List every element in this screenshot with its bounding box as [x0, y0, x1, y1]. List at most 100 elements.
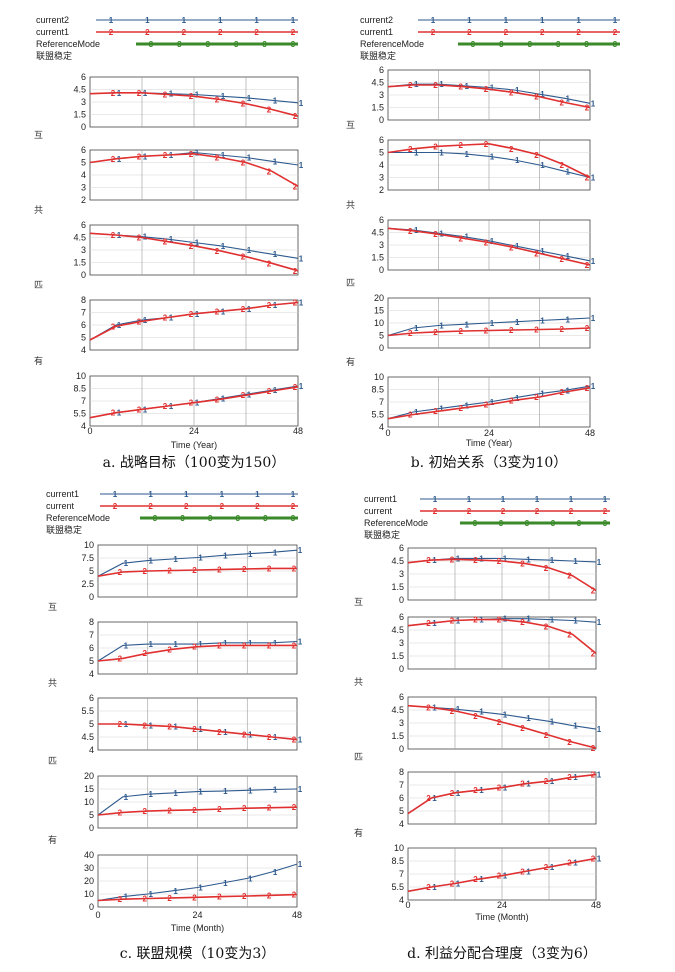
data-point-marker: 1 — [566, 94, 571, 103]
side-label: 有 — [346, 356, 355, 368]
y-tick-label: 5 — [89, 810, 94, 820]
side-label: 匹 — [48, 756, 57, 767]
panel-caption: a. 战略目标（100变为150） — [103, 455, 286, 471]
data-point-marker: 2 — [484, 401, 489, 410]
y-tick-label: 4.5 — [73, 233, 86, 243]
legend-label-current: current — [364, 506, 393, 516]
data-point-marker: 2 — [292, 641, 297, 650]
x-tick-label: 24 — [497, 900, 507, 910]
data-point-marker: 2 — [544, 564, 549, 573]
series-line-current — [407, 704, 597, 749]
data-point-marker: 2 — [267, 564, 272, 573]
data-point-marker: 1 — [550, 556, 555, 565]
data-point-marker: 2 — [167, 645, 172, 654]
y-tick-label: 1.5 — [371, 103, 384, 113]
data-point-marker: 1 — [273, 786, 278, 795]
y-tick-label: 5 — [81, 333, 86, 343]
data-point-marker: 1 — [173, 555, 178, 564]
data-point-marker: 1 — [597, 618, 602, 627]
data-point-marker: 2 — [293, 267, 298, 276]
data-point-marker: 2 — [241, 391, 246, 400]
y-tick-label: 7 — [399, 780, 404, 790]
data-point-marker: 1 — [298, 860, 303, 869]
data-point-marker: 1 — [540, 247, 545, 256]
data-point-marker: 2 — [473, 786, 478, 795]
data-point-marker: 2 — [241, 305, 246, 314]
data-point-marker: 2 — [189, 399, 194, 408]
data-point-marker: 2 — [534, 151, 539, 160]
y-tick-label: 6 — [379, 215, 384, 225]
data-point-marker: 2 — [484, 327, 489, 336]
y-tick-label: 2 — [379, 185, 384, 195]
data-point-marker: 2 — [137, 234, 142, 243]
data-point-marker: 2 — [459, 404, 464, 413]
legend-marker: 3 — [149, 40, 154, 49]
y-tick-label: 4.5 — [73, 85, 86, 95]
legend-marker: 1 — [254, 16, 259, 25]
legend-marker: 1 — [467, 16, 472, 25]
data-point-marker: 1 — [550, 717, 555, 726]
y-tick-label: 1.5 — [391, 731, 404, 741]
data-point-marker: 2 — [534, 326, 539, 335]
data-point-marker: 2 — [560, 388, 565, 397]
data-point-marker: 1 — [195, 399, 200, 408]
data-point-marker: 1 — [248, 874, 253, 883]
data-point-marker: 2 — [242, 804, 247, 813]
legend-marker: 2 — [501, 507, 506, 516]
y-tick-label: 5.5 — [81, 706, 94, 716]
y-tick-label: 10 — [84, 889, 94, 899]
legend-label-current1: current1 — [364, 494, 397, 504]
data-point-marker: 1 — [195, 91, 200, 100]
data-point-marker: 2 — [111, 409, 116, 418]
side-label: 共 — [48, 678, 57, 689]
data-point-marker: 2 — [293, 112, 298, 121]
data-point-marker: 1 — [490, 237, 495, 246]
panel-caption: b. 初始关系（3变为10） — [411, 454, 568, 471]
legend-marker: 3 — [577, 519, 582, 528]
legend-marker: 1 — [291, 490, 296, 499]
data-point-marker: 2 — [163, 151, 168, 160]
data-point-marker: 1 — [540, 317, 545, 326]
data-point-marker: 2 — [520, 867, 525, 876]
data-point-marker: 2 — [433, 328, 438, 337]
legend-marker: 2 — [291, 28, 296, 37]
y-tick-label: 3 — [399, 638, 404, 648]
x-axis-label: Time (Month) — [475, 912, 528, 922]
data-point-marker: 1 — [573, 616, 578, 625]
data-point-marker: 2 — [473, 556, 478, 565]
data-point-marker: 2 — [509, 326, 514, 335]
y-tick-label: 0 — [89, 592, 94, 602]
y-tick-label: 10 — [84, 797, 94, 807]
data-point-marker: 2 — [450, 789, 455, 798]
y-tick-label: 3 — [81, 97, 86, 107]
data-point-marker: 1 — [117, 409, 122, 418]
data-point-marker: 1 — [273, 250, 278, 259]
data-point-marker: 1 — [298, 546, 303, 555]
y-tick-label: 6 — [399, 793, 404, 803]
legend-marker: 3 — [471, 40, 476, 49]
legend-marker: 1 — [291, 16, 296, 25]
data-point-marker: 2 — [192, 643, 197, 652]
data-point-marker: 2 — [591, 744, 596, 753]
data-point-marker: 2 — [450, 555, 455, 564]
data-point-marker: 1 — [247, 246, 252, 255]
data-point-marker: 1 — [490, 152, 495, 161]
y-tick-label: 3 — [399, 718, 404, 728]
data-point-marker: 1 — [195, 239, 200, 248]
data-point-marker: 2 — [215, 96, 220, 105]
data-point-marker: 2 — [509, 145, 514, 154]
data-point-marker: 1 — [143, 405, 148, 414]
data-point-marker: 1 — [414, 408, 419, 417]
legend-marker: 3 — [499, 40, 504, 49]
data-point-marker: 1 — [223, 787, 228, 796]
data-point-marker: 2 — [520, 618, 525, 627]
legend-marker: 3 — [236, 514, 241, 523]
y-tick-label: 10 — [374, 318, 384, 328]
legend-marker: 2 — [148, 502, 153, 511]
data-point-marker: 2 — [143, 567, 148, 576]
data-point-marker: 2 — [585, 261, 590, 270]
y-tick-label: 0 — [81, 270, 86, 280]
